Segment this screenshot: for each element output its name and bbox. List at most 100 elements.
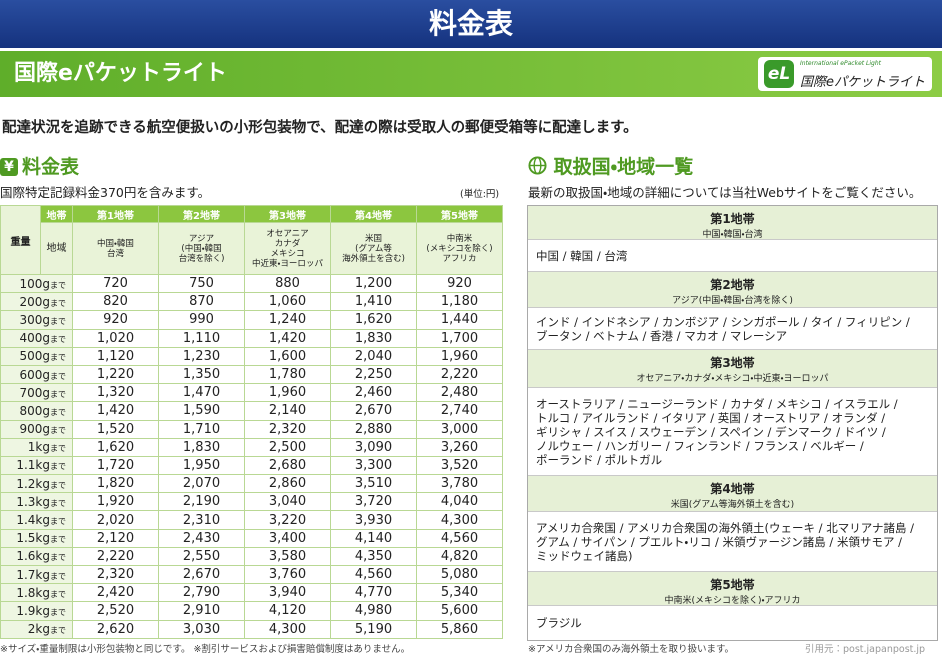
rate: 2,140 — [244, 401, 331, 421]
rate: 880 — [244, 273, 331, 294]
rate: 1,520 — [72, 419, 159, 439]
rate: 1,820 — [72, 474, 159, 494]
rate: 2,020 — [72, 510, 159, 530]
rate-row: 700gまで 1,320 1,470 1,960 2,460 2,480 — [0, 383, 503, 403]
weight: 500g — [19, 349, 50, 364]
rate: 2,860 — [244, 474, 331, 494]
rate: 820 — [72, 292, 159, 312]
coverage-footnote: ※アメリカ合衆国のみ海外領土を取り扱います。 — [528, 644, 735, 655]
rate: 1,960 — [244, 383, 331, 403]
zone-countries: インド / インドネシア / カンボジア / シンガポール / タイ / フィリ… — [528, 308, 937, 350]
weight-cell: 1.9kgまで — [0, 601, 73, 621]
zone-name: 第4地帯 — [330, 205, 417, 223]
zone-name: 第2地帯 — [710, 278, 755, 292]
weight-cell: 1.4kgまで — [0, 510, 73, 530]
weight-suffix: まで — [50, 371, 66, 381]
rate: 2,500 — [244, 437, 331, 457]
weight-suffix: まで — [50, 589, 66, 599]
source: 引用元：post.japanpost.jp — [805, 644, 926, 655]
zone-heading: 第4地帯 米国(グアム等海外領土を含む) — [528, 476, 937, 512]
rates-footnote: ※サイズ・重量制限は小形包装物と同じです。 ※割引サービスおよび損害賠償制度はあ… — [0, 644, 411, 655]
weight-suffix: まで — [50, 462, 66, 472]
rate: 2,520 — [72, 601, 159, 621]
rate: 4,980 — [330, 601, 417, 621]
coverage-note: 最新の取扱国・地域の詳細については当社Webサイトをご覧ください。 — [528, 185, 922, 200]
weight: 1.1kg — [16, 458, 50, 473]
zone-countries: アメリカ合衆国 / アメリカ合衆国の海外領土(ウェーキ / 北マリアナ諸島 / … — [528, 512, 937, 572]
rate: 3,780 — [416, 474, 503, 494]
rate: 4,300 — [244, 619, 331, 639]
zone-heading: 第2地帯 アジア(中国・韓国・台湾を除く) — [528, 272, 937, 308]
rate: 5,080 — [416, 564, 503, 585]
rate: 5,860 — [416, 619, 503, 639]
weight: 400g — [19, 331, 50, 346]
rate-row: 1.3kgまで 1,920 2,190 3,040 3,720 4,040 — [0, 492, 503, 512]
rate: 4,560 — [330, 564, 417, 585]
rate: 3,260 — [416, 437, 503, 457]
zone-regions: アジア (中国・韓国 台湾を除く) — [158, 222, 245, 275]
weight-suffix: まで — [50, 280, 66, 290]
rate: 1,420 — [72, 401, 159, 421]
weight-suffix: まで — [50, 535, 66, 545]
section-title: ¥ 料金表 — [0, 152, 79, 179]
weight-suffix: まで — [50, 571, 66, 581]
rate: 4,560 — [416, 528, 503, 548]
rate-row: 2kgまで 2,620 3,030 4,300 5,190 5,860 — [0, 619, 503, 639]
rate: 1,240 — [244, 310, 331, 330]
rate: 870 — [158, 292, 245, 312]
weight-cell: 300gまで — [0, 310, 73, 330]
weight-suffix: まで — [50, 316, 66, 326]
coverage-list: 第1地帯 中国・韓国・台湾 中国 / 韓国 / 台湾 第2地帯 アジア(中国・韓国・台湾… — [527, 205, 938, 641]
zone-countries: ブラジル — [536, 616, 582, 630]
rate: 2,040 — [330, 346, 417, 366]
rate: 1,020 — [72, 328, 159, 348]
rate: 2,550 — [158, 546, 245, 567]
rate: 2,480 — [416, 383, 503, 403]
logo-japanese: 国際eパケットライト — [800, 75, 925, 90]
zone-name: 第5地帯 — [710, 578, 755, 592]
weight: 1.2kg — [16, 476, 50, 491]
weight-suffix: まで — [50, 480, 66, 490]
rate: 1,960 — [416, 346, 503, 366]
rate-row: 1.1kgまで 1,720 1,950 2,680 3,300 3,520 — [0, 455, 503, 476]
rate: 1,440 — [416, 310, 503, 330]
rate: 1,350 — [158, 364, 245, 385]
zone-name: 第5地帯 — [416, 205, 503, 223]
rate-row: 900gまで 1,520 1,710 2,320 2,880 3,000 — [0, 419, 503, 439]
rate-row: 800gまで 1,420 1,590 2,140 2,670 2,740 — [0, 401, 503, 421]
weight: 2kg — [27, 622, 50, 637]
rate: 2,070 — [158, 474, 245, 494]
rate: 2,310 — [158, 510, 245, 530]
weight-cell: 2kgまで — [0, 619, 73, 639]
unit-note: (単位:円) — [460, 189, 500, 200]
rate: 2,220 — [72, 546, 159, 567]
rate: 4,350 — [330, 546, 417, 567]
rate: 1,700 — [416, 328, 503, 348]
rate: 2,880 — [330, 419, 417, 439]
rate: 1,470 — [158, 383, 245, 403]
rate-row: 1.5kgまで 2,120 2,430 3,400 4,140 4,560 — [0, 528, 503, 548]
rate: 1,710 — [158, 419, 245, 439]
page-title: 料金表 — [0, 0, 942, 48]
zone-countries: 中国 / 韓国 / 台湾 — [528, 240, 937, 272]
weight: 900g — [19, 422, 50, 437]
rate: 720 — [72, 273, 159, 294]
rate: 4,120 — [244, 601, 331, 621]
rate: 2,120 — [72, 528, 159, 548]
rate-row: 300gまで 920 990 1,240 1,620 1,440 — [0, 310, 503, 330]
logo: eL International ePacket Light 国際eパケットライ… — [758, 57, 932, 91]
rate: 5,600 — [416, 601, 503, 621]
zone-countries: オーストラリア / ニュージーランド / カナダ / メキシコ / イスラエル … — [528, 388, 937, 476]
weight-cell: 1.1kgまで — [0, 455, 73, 476]
weight: 1.6kg — [16, 549, 50, 564]
rate: 1,950 — [158, 455, 245, 476]
weight-cell: 500gまで — [0, 346, 73, 366]
weight-suffix: まで — [50, 517, 66, 527]
weight: 800g — [19, 403, 50, 418]
service-title: 国際eパケットライト — [14, 61, 227, 86]
rate-row: 1.4kgまで 2,020 2,310 3,220 3,930 4,300 — [0, 510, 503, 530]
weight-cell: 1.2kgまで — [0, 474, 73, 494]
zone-heading: 第1地帯 中国・韓国・台湾 — [528, 206, 937, 240]
weight-suffix: まで — [50, 444, 66, 454]
zone-regions: 米国 (グアム等 海外領土を含む) — [330, 222, 417, 275]
